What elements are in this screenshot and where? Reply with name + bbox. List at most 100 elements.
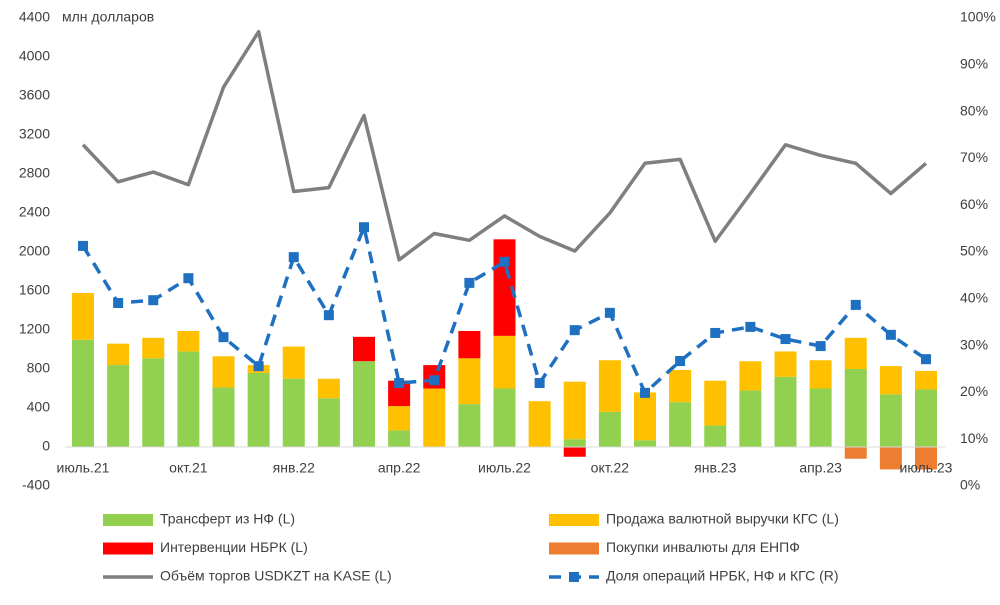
marker bbox=[253, 361, 264, 372]
bar bbox=[844, 369, 867, 447]
marker bbox=[429, 375, 440, 386]
y-axis-label: млн долларов bbox=[62, 9, 154, 25]
bar bbox=[107, 343, 130, 366]
legend-label: Доля операций НРБК, НФ и КГС (R) bbox=[606, 568, 839, 584]
y-tick-label: 4400 bbox=[19, 9, 50, 25]
marker bbox=[78, 240, 88, 251]
bar bbox=[458, 330, 481, 359]
marker bbox=[640, 387, 650, 398]
y2-tick-label: 50% bbox=[960, 243, 988, 259]
bar bbox=[388, 406, 411, 431]
marker bbox=[323, 310, 334, 321]
bar bbox=[142, 358, 165, 447]
bar bbox=[774, 376, 797, 447]
y-tick-label: 3200 bbox=[19, 126, 50, 142]
y-tick-label: 0 bbox=[42, 438, 50, 454]
legend-swatch bbox=[103, 514, 153, 526]
y-tick-label: 400 bbox=[27, 399, 51, 415]
bar bbox=[493, 388, 516, 447]
bar bbox=[563, 381, 586, 440]
bar bbox=[177, 351, 200, 447]
y2-tick-label: 70% bbox=[960, 149, 988, 165]
y-tick-label: 4000 bbox=[19, 48, 50, 64]
bar bbox=[879, 366, 902, 395]
bar bbox=[915, 447, 937, 470]
x-tick-label: июль.21 bbox=[57, 460, 110, 476]
marker bbox=[113, 298, 124, 309]
x-tick-label: окт.21 bbox=[169, 460, 208, 476]
y2-tick-label: 10% bbox=[960, 430, 988, 446]
bar bbox=[177, 330, 200, 352]
marker bbox=[148, 295, 159, 306]
y2-tick-label: 60% bbox=[960, 196, 988, 212]
bar bbox=[844, 337, 867, 369]
bar bbox=[388, 430, 411, 447]
x-tick-label: окт.22 bbox=[591, 460, 630, 476]
bar bbox=[493, 335, 516, 389]
bar bbox=[739, 390, 762, 447]
bar bbox=[212, 387, 235, 447]
bar bbox=[388, 380, 411, 407]
line bbox=[81, 29, 928, 262]
y2-tick-label: 40% bbox=[960, 290, 988, 306]
y2-tick-label: 0% bbox=[960, 477, 980, 493]
bar bbox=[423, 388, 446, 447]
marker bbox=[569, 325, 580, 336]
bar bbox=[458, 358, 481, 405]
y2-tick-label: 30% bbox=[960, 336, 988, 352]
marker bbox=[675, 356, 686, 367]
marker bbox=[534, 378, 545, 389]
legend-label: Покупки инвалюты для ЕНПФ bbox=[606, 539, 800, 555]
x-tick-label: апр.23 bbox=[799, 460, 842, 476]
y2-tick-label: 90% bbox=[960, 56, 988, 72]
x-tick-label: янв.22 bbox=[273, 460, 315, 476]
marker bbox=[745, 321, 756, 332]
bar bbox=[282, 378, 305, 447]
y-tick-label: 2400 bbox=[19, 204, 50, 220]
bar bbox=[844, 447, 867, 459]
x-tick-label: июль.23 bbox=[900, 460, 953, 476]
marker bbox=[815, 341, 826, 352]
marker bbox=[921, 354, 931, 365]
bar bbox=[107, 365, 130, 447]
legend-marker bbox=[569, 572, 579, 582]
legend-label: Объём торгов USDKZT на KASE (L) bbox=[160, 568, 392, 584]
x-tick-label: янв.23 bbox=[694, 460, 736, 476]
bar bbox=[739, 361, 762, 391]
x-tick-label: апр.22 bbox=[378, 460, 421, 476]
y-tick-label: 2000 bbox=[19, 243, 50, 259]
y2-tick-label: 20% bbox=[960, 383, 988, 399]
bar bbox=[704, 425, 727, 447]
bar bbox=[598, 360, 621, 412]
y2-tick-label: 80% bbox=[960, 102, 988, 118]
y-tick-label: 2800 bbox=[19, 165, 50, 181]
bar bbox=[317, 398, 340, 447]
bar bbox=[669, 402, 692, 447]
bar bbox=[563, 439, 586, 447]
bar bbox=[282, 346, 305, 379]
bar bbox=[458, 404, 481, 447]
legend-swatch bbox=[103, 542, 153, 555]
legend-label: Продажа валютной выручки КГС (L) bbox=[606, 511, 839, 527]
y2-tick-label: 100% bbox=[960, 9, 996, 25]
y-tick-label: 1600 bbox=[19, 282, 50, 298]
bar bbox=[704, 380, 727, 426]
y-tick-label: 1200 bbox=[19, 321, 50, 337]
y-tick-label: 800 bbox=[27, 360, 51, 376]
bar bbox=[809, 360, 832, 389]
marker bbox=[218, 332, 229, 343]
marker bbox=[359, 222, 369, 233]
bar bbox=[72, 339, 94, 447]
bar bbox=[598, 411, 621, 447]
legend-swatch bbox=[549, 542, 599, 555]
bar bbox=[142, 337, 165, 359]
marker bbox=[394, 378, 405, 389]
bar bbox=[563, 447, 586, 457]
marker bbox=[710, 327, 721, 338]
y-tick-label: 3600 bbox=[19, 87, 50, 103]
bar bbox=[528, 401, 551, 447]
marker bbox=[850, 299, 861, 310]
bar bbox=[634, 392, 656, 441]
marker bbox=[499, 256, 510, 267]
